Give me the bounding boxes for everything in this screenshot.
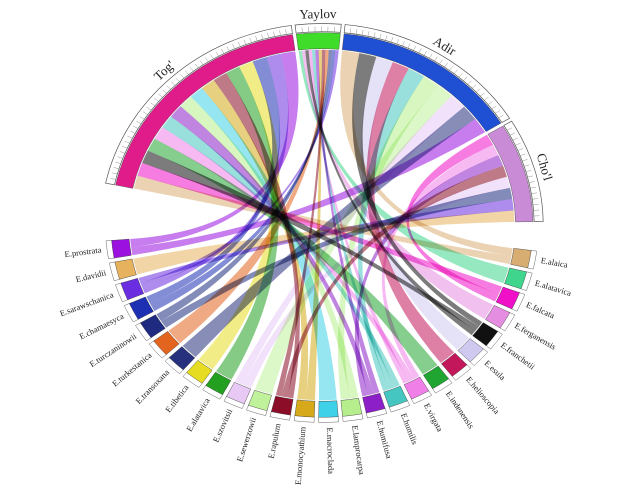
species-label: E.humifusa: [375, 419, 395, 459]
ribbon-layer: [130, 50, 514, 401]
species-label: E.franchetii: [499, 340, 538, 372]
species-label: E.transoxana: [133, 367, 171, 406]
species-label: E.helioscopia: [464, 374, 502, 416]
species-arc: [319, 401, 339, 418]
species-label: E.prostrata: [64, 245, 102, 260]
region-label: Yaylov: [299, 6, 337, 22]
species-arc: [271, 396, 293, 415]
species-label: E.turkestanica: [110, 350, 154, 389]
species-label: E.tibetica: [163, 382, 191, 414]
species-label: E.humilis: [399, 412, 420, 446]
species-label: E.chamaesyca: [78, 311, 126, 342]
species-arc: [341, 398, 362, 416]
species-arc: [511, 248, 532, 268]
species-label: E.rapulum: [266, 422, 283, 459]
species-label: E.alatavica: [184, 396, 212, 434]
species-label: E.lamprocarpa: [350, 425, 367, 476]
species-label: E.davidii: [75, 267, 108, 284]
species-label: E.esula: [483, 358, 508, 382]
species-label: E.macroclada: [325, 427, 336, 474]
species-label: E.indenensis: [444, 389, 477, 430]
species-label: E.szovitsii: [211, 407, 235, 444]
species-arc: [112, 239, 132, 258]
species-label: E.ferganensis: [513, 320, 558, 351]
species-label: E.sewerzowii: [234, 415, 258, 462]
species-label: E.falcata: [525, 299, 557, 320]
species-label: E.virgata: [422, 401, 445, 433]
species-label: E.alatavica: [534, 278, 573, 298]
species-label: E.alaica: [540, 255, 569, 270]
species-label: E.sarawschanica: [58, 289, 115, 318]
species-label: E.monocyathium: [293, 426, 308, 485]
region-arc: [296, 33, 340, 50]
species-arc: [295, 400, 315, 417]
